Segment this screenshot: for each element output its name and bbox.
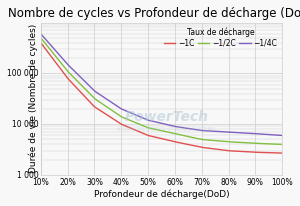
−1/2C [280,143,284,146]
−1/4C [39,33,43,35]
−1/4C [242,132,246,134]
−1/2C [40,37,44,40]
−1/2C [39,37,43,39]
−1C [39,41,43,44]
−1/4C [258,133,261,135]
−1/4C [40,33,44,36]
−1C [182,142,185,145]
−1/4C [182,126,185,129]
−1C [258,151,261,154]
−1C [187,143,190,146]
Y-axis label: Durée de vie (Nombre de cycles): Durée de vie (Nombre de cycles) [28,24,38,173]
−1C [40,43,44,45]
−1/2C [242,142,246,144]
Text: 10 000: 10 000 [12,120,38,129]
Legend: −1C, −1/2C, −1/4C: −1C, −1/2C, −1/4C [163,26,278,49]
X-axis label: Profondeur de décharge(DoD): Profondeur de décharge(DoD) [94,190,229,199]
−1/4C [183,127,186,129]
Title: Nombre de cycles vs Profondeur de décharge (DoD): Nombre de cycles vs Profondeur de déchar… [8,7,300,20]
−1C [183,143,186,145]
Text: 100 000: 100 000 [7,69,38,78]
Line: −1C: −1C [41,43,282,153]
−1C [242,150,246,153]
Text: PowerTech: PowerTech [124,110,208,124]
−1C [280,152,284,154]
Text: ADVANCED ENERGY STORAGE SYSTEMS: ADVANCED ENERGY STORAGE SYSTEMS [118,127,215,132]
−1/2C [187,135,190,138]
−1/4C [280,134,284,137]
Line: −1/2C: −1/2C [41,38,282,144]
−1/2C [182,134,185,137]
Text: 1 000: 1 000 [16,171,38,179]
Line: −1/4C: −1/4C [41,34,282,135]
−1/2C [258,142,261,145]
−1/4C [187,127,190,130]
−1/2C [183,135,186,137]
